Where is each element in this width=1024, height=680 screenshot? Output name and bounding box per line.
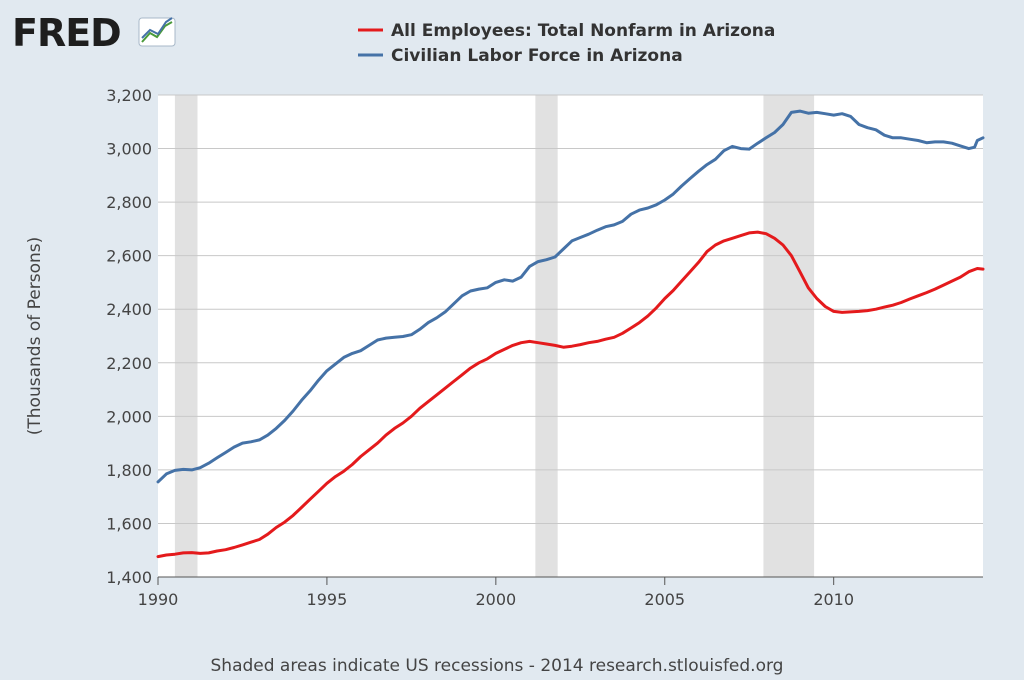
legend-entry-blue: Civilian Labor Force in Arizona — [358, 46, 683, 66]
legend-entry-red: All Employees: Total Nonfarm in Arizona — [358, 21, 775, 41]
y-tick-label: 1,800 — [106, 461, 152, 480]
series-lines — [156, 109, 985, 559]
fred-logo-text: FRED — [12, 11, 121, 55]
recession-band — [535, 95, 558, 577]
fred-logo[interactable]: FRED — [12, 11, 176, 55]
x-axis-ticks: 1990 1995 2000 2005 2010 — [138, 577, 854, 609]
y-tick-label: 2,000 — [106, 407, 152, 426]
y-tick-label: 2,200 — [106, 354, 152, 373]
x-tick-label: 2010 — [813, 590, 854, 609]
y-tick-label: 1,600 — [106, 514, 152, 533]
series-line-nonfarm — [156, 230, 985, 559]
legend-label-blue: Civilian Labor Force in Arizona — [391, 46, 683, 66]
y-axis-label: (Thousands of Persons) — [25, 237, 45, 435]
x-tick-label: 1990 — [138, 590, 179, 609]
y-tick-label: 2,400 — [106, 300, 152, 319]
recession-bands — [174, 95, 815, 577]
gridlines — [158, 94, 983, 524]
y-tick-label: 2,800 — [106, 193, 152, 212]
series-line-labor-force — [156, 109, 985, 484]
recession-band — [174, 95, 198, 577]
y-tick-label: 3,000 — [106, 140, 152, 159]
recession-band — [763, 95, 815, 577]
x-tick-label: 2005 — [644, 590, 685, 609]
y-tick-label: 3,200 — [106, 86, 152, 105]
x-tick-label: 2000 — [475, 590, 516, 609]
x-tick-label: 1995 — [307, 590, 348, 609]
y-tick-label: 2,600 — [106, 247, 152, 266]
footer-note: Shaded areas indicate US recessions - 20… — [211, 656, 784, 676]
y-axis-ticks: 1,400 1,600 1,800 2,000 2,200 2,400 2,600 2,800… — [106, 86, 152, 587]
y-tick-label: 1,400 — [106, 568, 152, 587]
legend-label-red: All Employees: Total Nonfarm in Arizona — [391, 21, 775, 41]
plot-area — [158, 95, 983, 577]
fred-logo-graph-icon — [138, 17, 176, 47]
legend: All Employees: Total Nonfarm in Arizona … — [358, 21, 775, 66]
